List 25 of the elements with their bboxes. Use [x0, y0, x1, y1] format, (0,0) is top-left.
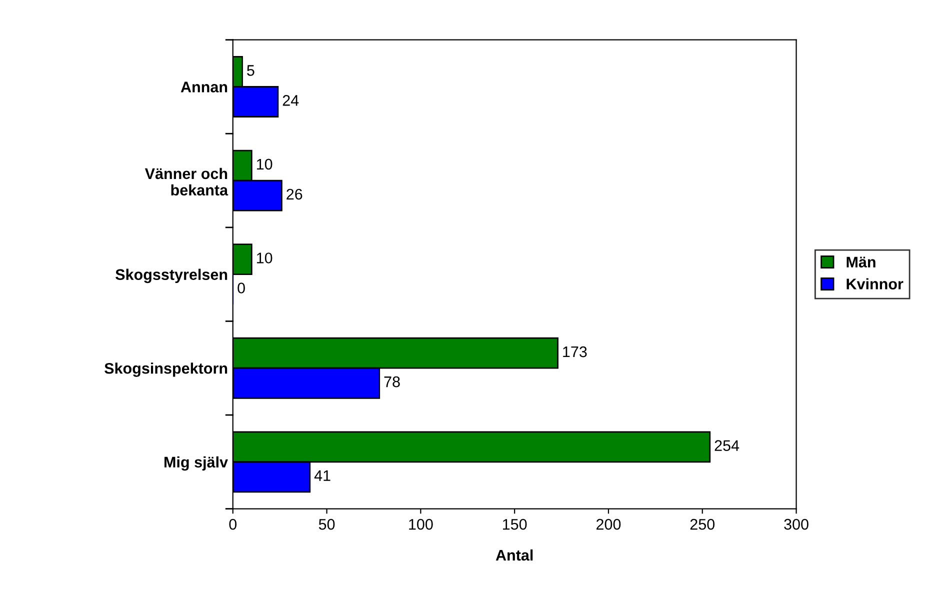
data-label: 10	[256, 158, 272, 170]
x-tick-label: 100	[409, 518, 433, 530]
y-tick-label: Skogsstyrelsen	[116, 268, 228, 284]
x-tick-label: 300	[784, 518, 808, 530]
data-label: 24	[282, 95, 299, 106]
data-label: 78	[384, 376, 400, 388]
data-label: 41	[314, 470, 330, 481]
x-tick-label: 50	[318, 518, 335, 530]
data-label: 26	[286, 188, 302, 200]
data-label: 254	[714, 440, 740, 451]
x-tick-label: 0	[229, 518, 237, 530]
legend-label: Män	[846, 256, 876, 268]
data-label: 5	[247, 65, 254, 76]
y-tick-label: Annan	[180, 82, 228, 92]
data-label: 10	[256, 252, 272, 264]
data-label: 173	[563, 346, 587, 358]
y-tick-label: Skogsinspektorn	[104, 362, 228, 377]
x-tick-label: 200	[596, 518, 621, 530]
y-tick-label: Mig själv	[164, 456, 228, 471]
data-label: 0	[238, 282, 245, 294]
legend-label: Kvinnor	[846, 278, 904, 290]
x-tick-label: 150	[502, 518, 527, 530]
y-tick-label: Vänner och bekanta	[144, 168, 228, 196]
x-tick-label: 250	[690, 518, 715, 530]
x-axis-title: Antal	[496, 549, 533, 561]
